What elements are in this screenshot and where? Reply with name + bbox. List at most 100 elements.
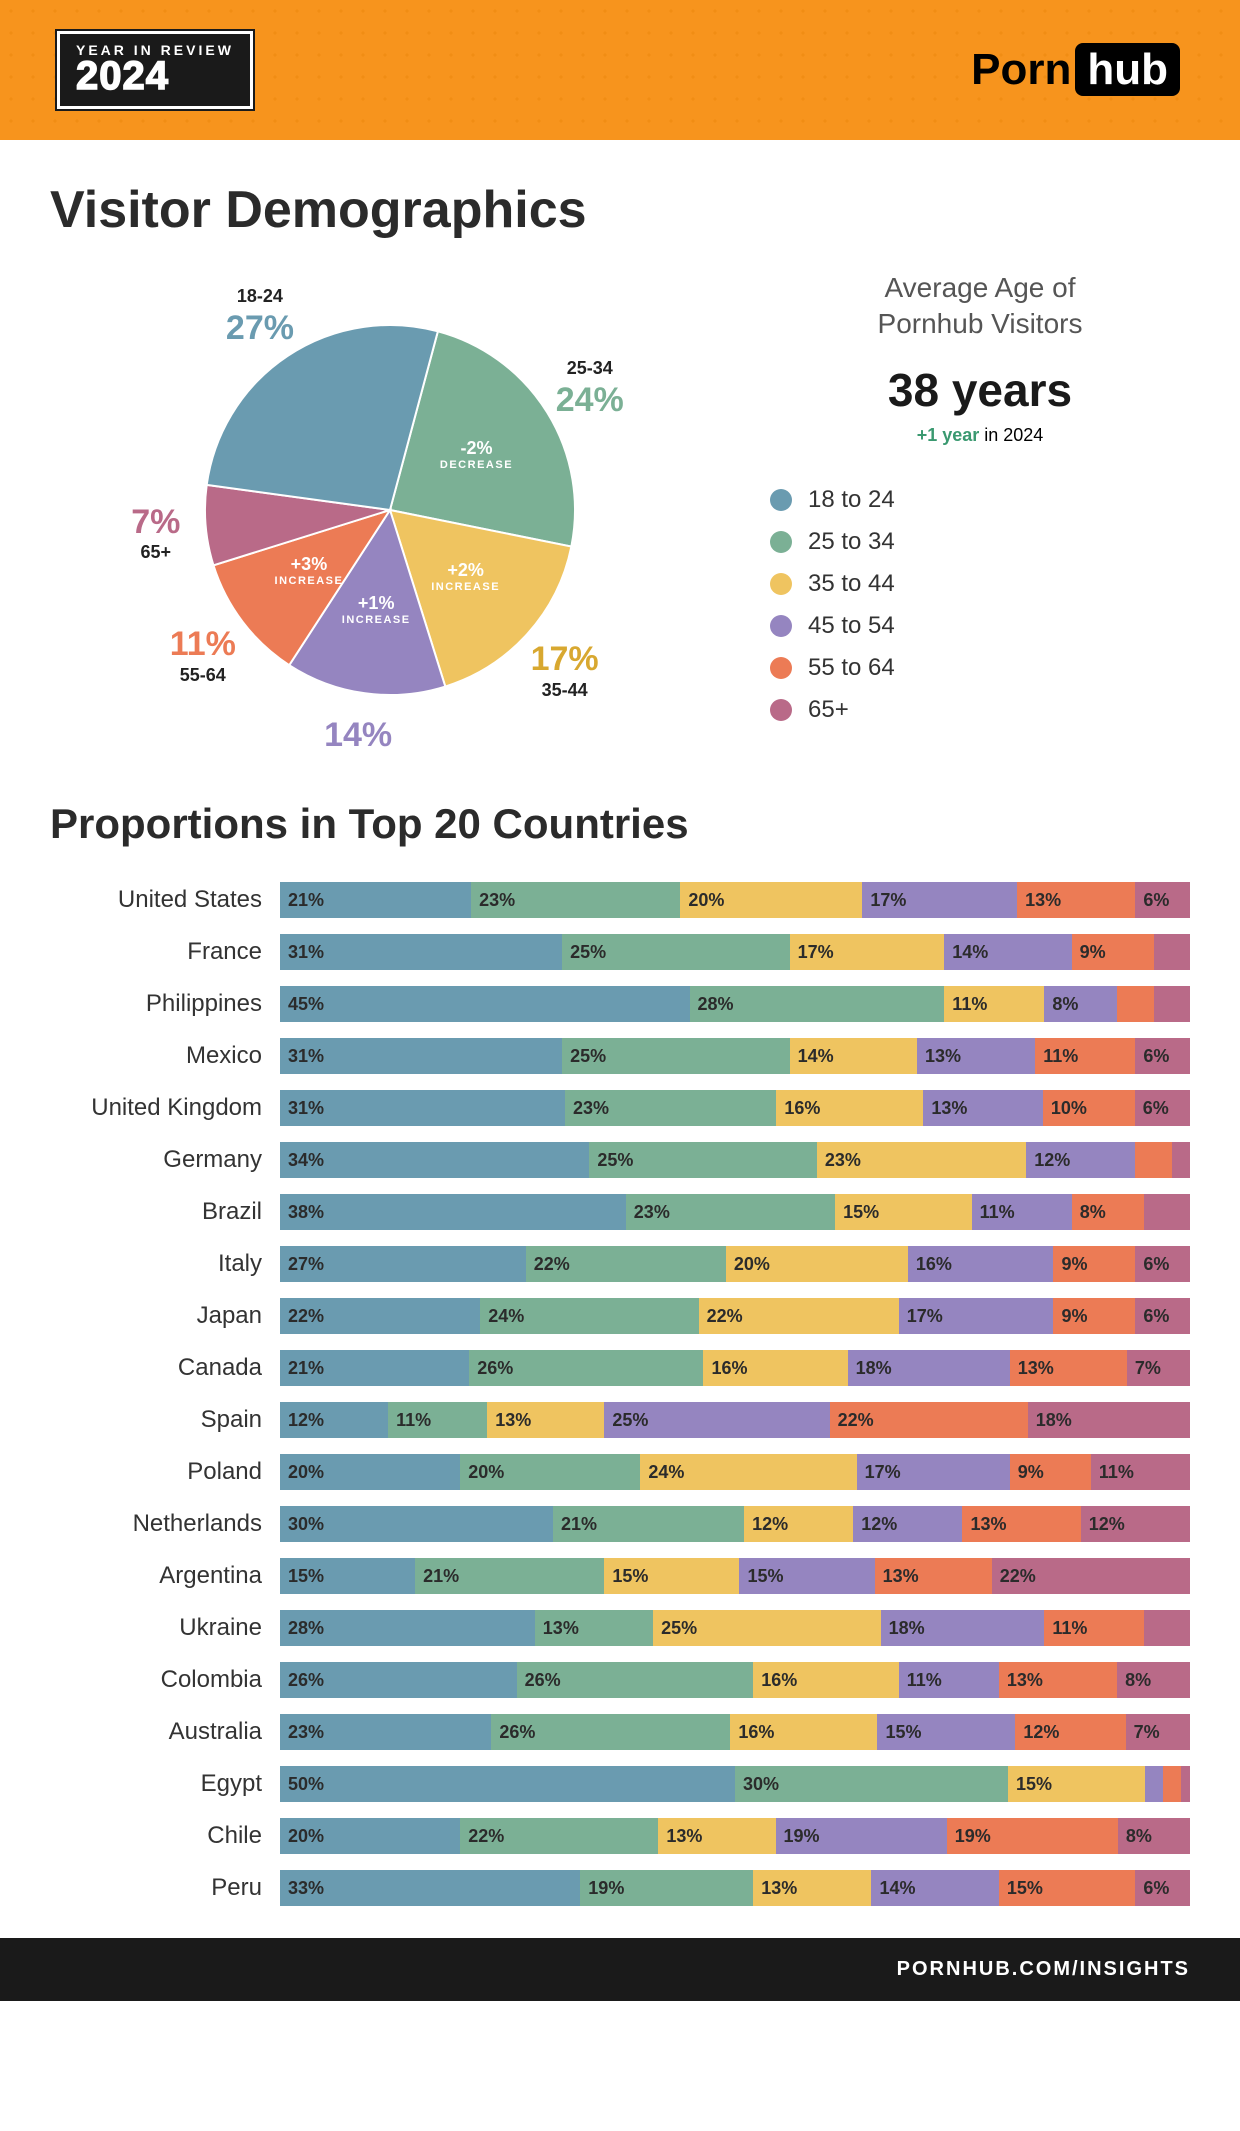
bar-segment: 25% — [653, 1610, 881, 1646]
bar-segment: 15% — [280, 1558, 415, 1594]
bar-segment: 12% — [853, 1506, 962, 1542]
avg-age-delta: +1 year in 2024 — [770, 425, 1190, 446]
bar-row: Peru33%19%13%14%15%6% — [50, 1866, 1190, 1910]
year-in-review-badge: YEAR IN REVIEW 2024 — [60, 34, 250, 106]
bar-segment: 23% — [280, 1714, 491, 1750]
pie-inner-label: +1%INCREASE — [336, 593, 416, 626]
bar-segment: 15% — [604, 1558, 739, 1594]
bar-segment: 19% — [580, 1870, 753, 1906]
bar-segment: 20% — [680, 882, 862, 918]
bar-row: Australia23%26%16%15%12%7% — [50, 1710, 1190, 1754]
bar-segment: 19% — [947, 1818, 1118, 1854]
bar-segment: 24% — [480, 1298, 698, 1334]
bar-stack: 26%26%16%11%13%8% — [280, 1662, 1190, 1698]
bar-segment: 9% — [1010, 1454, 1091, 1490]
bar-segment: 38% — [280, 1194, 626, 1230]
pie-outer-label: 7%65+ — [106, 502, 206, 564]
bar-row: Philippines45%28%11%8% — [50, 982, 1190, 1026]
bar-segment: 23% — [565, 1090, 776, 1126]
bar-segment: 13% — [658, 1818, 775, 1854]
avg-age-title: Average Age of Pornhub Visitors — [770, 270, 1190, 343]
bar-segment: 23% — [471, 882, 680, 918]
bar-segment: 45% — [280, 986, 690, 1022]
bar-segment: 22% — [526, 1246, 726, 1282]
legend-item: 18 to 24 — [770, 486, 1190, 514]
side-panel: Average Age of Pornhub Visitors 38 years… — [770, 270, 1190, 750]
bar-segment — [1163, 1766, 1181, 1802]
country-label: Australia — [50, 1718, 280, 1746]
pie-inner-label: +2%INCREASE — [426, 560, 506, 593]
bar-segment: 21% — [280, 1350, 469, 1386]
bar-segment: 14% — [871, 1870, 998, 1906]
bar-segment: 30% — [280, 1506, 553, 1542]
pie-chart: -2%DECREASE25-3424%+2%INCREASE17%35-44+1… — [50, 270, 730, 750]
bar-segment — [1172, 1142, 1190, 1178]
country-label: Philippines — [50, 990, 280, 1018]
country-label: Spain — [50, 1406, 280, 1434]
bar-segment: 22% — [699, 1298, 899, 1334]
content: Visitor Demographics -2%DECREASE25-3424%… — [0, 140, 1240, 1938]
bar-row: Argentina15%21%15%15%13%22% — [50, 1554, 1190, 1598]
legend-item: 55 to 64 — [770, 654, 1190, 682]
bar-row: United Kingdom31%23%16%13%10%6% — [50, 1086, 1190, 1130]
footer: PORNHUB.COM/INSIGHTS — [0, 1938, 1240, 2001]
bar-segment: 13% — [999, 1662, 1117, 1698]
bar-segment: 31% — [280, 1038, 562, 1074]
bar-row: Ukraine28%13%25%18%11% — [50, 1606, 1190, 1650]
bar-segment: 16% — [703, 1350, 847, 1386]
bar-segment: 12% — [744, 1506, 853, 1542]
legend: 18 to 2425 to 3435 to 4445 to 5455 to 64… — [770, 486, 1190, 724]
bar-segment: 26% — [517, 1662, 754, 1698]
bar-segment: 18% — [1028, 1402, 1190, 1438]
bar-segment: 20% — [280, 1454, 460, 1490]
bar-stack: 20%20%24%17%9%11% — [280, 1454, 1190, 1490]
bar-stack: 20%22%13%19%19%8% — [280, 1818, 1190, 1854]
bar-stack: 15%21%15%15%13%22% — [280, 1558, 1190, 1594]
bar-stack: 50%30%15% — [280, 1766, 1190, 1802]
brand-right: hub — [1075, 43, 1180, 96]
bar-stack: 38%23%15%11%8% — [280, 1194, 1190, 1230]
bar-segment: 13% — [1010, 1350, 1127, 1386]
bar-segment: 11% — [1044, 1610, 1144, 1646]
bar-segment: 13% — [535, 1610, 653, 1646]
bar-segment: 7% — [1126, 1714, 1190, 1750]
bar-row: Canada21%26%16%18%13%7% — [50, 1346, 1190, 1390]
bar-segment: 13% — [1017, 882, 1135, 918]
pie-outer-label: 11%55-64 — [153, 624, 253, 686]
bar-segment: 6% — [1135, 1246, 1190, 1282]
bar-segment: 11% — [388, 1402, 487, 1438]
bar-segment: 28% — [690, 986, 945, 1022]
bar-segment: 21% — [553, 1506, 744, 1542]
bar-segment: 13% — [917, 1038, 1035, 1074]
bar-row: United States21%23%20%17%13%6% — [50, 878, 1190, 922]
bar-segment: 17% — [790, 934, 945, 970]
bar-segment: 28% — [280, 1610, 535, 1646]
bar-segment — [1181, 1766, 1190, 1802]
bar-segment: 8% — [1044, 986, 1117, 1022]
country-label: Italy — [50, 1250, 280, 1278]
bar-segment: 8% — [1072, 1194, 1145, 1230]
legend-item: 25 to 34 — [770, 528, 1190, 556]
bar-segment — [1154, 986, 1190, 1022]
bar-stack: 21%26%16%18%13%7% — [280, 1350, 1190, 1386]
bar-segment: 8% — [1117, 1662, 1190, 1698]
bar-row: Brazil38%23%15%11%8% — [50, 1190, 1190, 1234]
legend-dot — [770, 573, 792, 595]
pie-outer-label: 18-2427% — [210, 286, 310, 348]
bar-segment: 15% — [835, 1194, 972, 1230]
bar-row: Spain12%11%13%25%22%18% — [50, 1398, 1190, 1442]
pie-outer-label: 14% — [308, 715, 408, 756]
pie-outer-label: 17%35-44 — [515, 639, 615, 701]
bar-segment: 12% — [1081, 1506, 1190, 1542]
top-section: -2%DECREASE25-3424%+2%INCREASE17%35-44+1… — [50, 270, 1190, 750]
bar-segment: 18% — [848, 1350, 1010, 1386]
bar-stack: 31%25%17%14%9% — [280, 934, 1190, 970]
bar-segment: 25% — [562, 934, 790, 970]
page-title: Visitor Demographics — [50, 180, 1190, 240]
bar-segment: 21% — [280, 882, 471, 918]
bar-row: Mexico31%25%14%13%11%6% — [50, 1034, 1190, 1078]
bar-segment: 14% — [944, 934, 1071, 970]
badge-year: 2024 — [76, 58, 234, 94]
legend-item: 35 to 44 — [770, 570, 1190, 598]
bar-segment: 22% — [460, 1818, 658, 1854]
